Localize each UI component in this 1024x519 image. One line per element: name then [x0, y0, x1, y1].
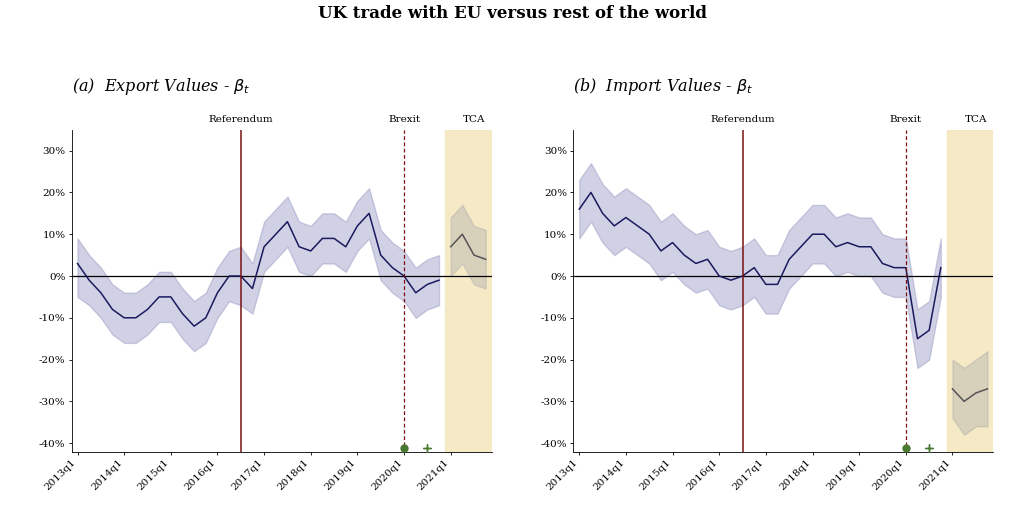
Bar	[946, 130, 1005, 452]
Text: UK trade with EU versus rest of the world: UK trade with EU versus rest of the worl…	[317, 5, 707, 22]
Text: (b)  Import Values - $\beta_t$: (b) Import Values - $\beta_t$	[573, 76, 754, 97]
Text: (a)  Export Values - $\beta_t$: (a) Export Values - $\beta_t$	[72, 76, 250, 97]
Text: Brexit: Brexit	[388, 115, 420, 124]
Text: Brexit: Brexit	[890, 115, 922, 124]
Bar	[444, 130, 503, 452]
Text: TCA: TCA	[965, 115, 987, 124]
Text: TCA: TCA	[463, 115, 485, 124]
Text: Referendum: Referendum	[209, 115, 273, 124]
Text: Referendum: Referendum	[711, 115, 775, 124]
